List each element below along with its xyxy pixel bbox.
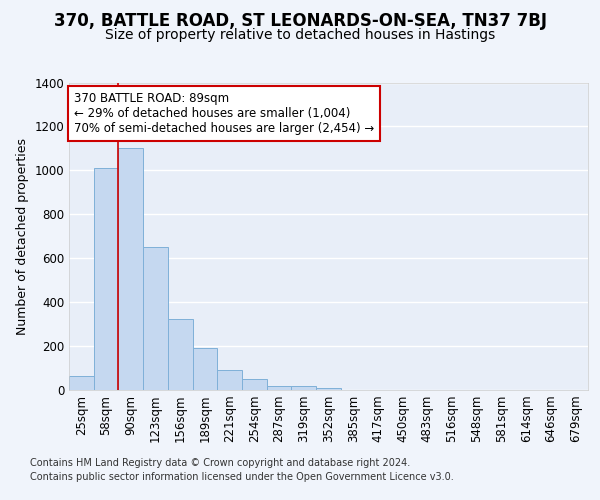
Bar [316,388,341,390]
Text: Contains public sector information licensed under the Open Government Licence v3: Contains public sector information licen… [30,472,454,482]
Bar [143,247,168,390]
Bar [69,376,94,390]
Text: 370 BATTLE ROAD: 89sqm
← 29% of detached houses are smaller (1,004)
70% of semi-: 370 BATTLE ROAD: 89sqm ← 29% of detached… [74,92,374,134]
Bar [242,379,267,390]
Bar [217,370,242,390]
Bar [267,386,292,390]
Text: Size of property relative to detached houses in Hastings: Size of property relative to detached ho… [105,28,495,42]
Text: Contains HM Land Registry data © Crown copyright and database right 2024.: Contains HM Land Registry data © Crown c… [30,458,410,468]
Bar [94,168,118,390]
Text: 370, BATTLE ROAD, ST LEONARDS-ON-SEA, TN37 7BJ: 370, BATTLE ROAD, ST LEONARDS-ON-SEA, TN… [53,12,547,30]
Bar [118,148,143,390]
Bar [193,348,217,390]
Y-axis label: Number of detached properties: Number of detached properties [16,138,29,335]
Bar [168,318,193,390]
Bar [292,386,316,390]
